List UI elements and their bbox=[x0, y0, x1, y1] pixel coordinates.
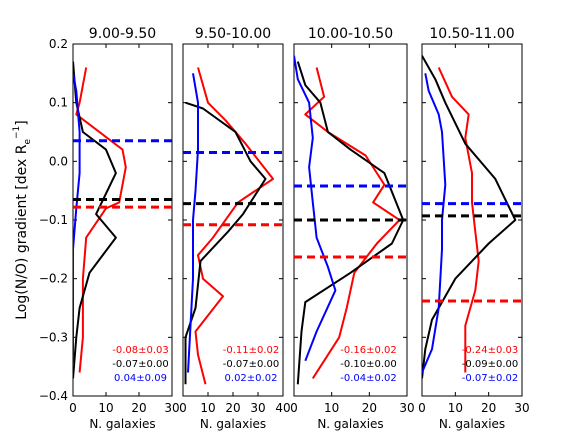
y-axis-label: Log(N/O) gradient [dex Re−1] bbox=[12, 120, 33, 320]
gradient-annotation: -0.09±0.00 bbox=[462, 359, 519, 370]
red-series-line bbox=[437, 67, 480, 373]
x-tick-label: 30 bbox=[164, 401, 179, 415]
blue-series-line bbox=[422, 73, 447, 373]
x-tick-label: 0 bbox=[179, 401, 187, 415]
x-axis-label: N. galaxies bbox=[439, 417, 505, 431]
y-tick-label: −0.3 bbox=[39, 330, 68, 344]
gradient-annotation: -0.04±0.02 bbox=[340, 373, 397, 384]
red-series-line bbox=[304, 67, 401, 379]
x-axis-label: N. galaxies bbox=[200, 417, 266, 431]
gradient-annotation: -0.11±0.02 bbox=[223, 345, 280, 356]
black-series-line bbox=[73, 61, 117, 379]
gradient-annotation: -0.24±0.03 bbox=[462, 345, 519, 356]
x-axis-label: N. galaxies bbox=[317, 417, 383, 431]
x-tick-label: 0 bbox=[69, 401, 77, 415]
panel-title: 10.00-10.50 bbox=[308, 26, 393, 42]
gradient-annotation: -0.07±0.02 bbox=[462, 373, 519, 384]
x-tick-label: 20 bbox=[131, 401, 146, 415]
y-tick-label: −0.1 bbox=[39, 213, 68, 227]
gradient-annotation: -0.10±0.00 bbox=[340, 359, 397, 370]
x-axis-label: N. galaxies bbox=[89, 417, 155, 431]
panel-2: 9.50-10.00 0 10 20 30 40 N. galaxies -0.11±0.02… bbox=[179, 26, 290, 431]
x-tick-label: 0 bbox=[290, 401, 298, 415]
x-tick-label: 30 bbox=[250, 401, 265, 415]
y-tick-label: 0.1 bbox=[49, 96, 68, 110]
y-tick-label: 0.0 bbox=[49, 154, 68, 168]
gradient-annotation: -0.07±0.00 bbox=[112, 359, 169, 370]
x-tick-label: 10 bbox=[448, 401, 463, 415]
black-series-line bbox=[296, 61, 405, 385]
panel-1: 9.00-9.50 0 10 20 30 0.2 0.1 0.0 −0.1 −0.2 −0.3 −0.… bbox=[39, 26, 180, 431]
svg-text:Log(N/O) gradient [dex Re−1]: Log(N/O) gradient [dex Re−1] bbox=[12, 120, 33, 320]
panel-4: 10.50-11.00 0 10 20 30 N. galaxies -0.24±0.03 -… bbox=[418, 26, 529, 431]
panel-title: 9.50-10.00 bbox=[195, 26, 271, 42]
gradient-annotation: 0.04±0.09 bbox=[114, 373, 167, 384]
x-tick-label: 30 bbox=[514, 401, 529, 415]
panel-3: 10.00-10.50 0 10 20 30 N. galaxies -0.16±0.02 -… bbox=[290, 26, 414, 431]
black-series-line bbox=[184, 101, 267, 385]
gradient-annotation: -0.16±0.02 bbox=[340, 345, 397, 356]
x-tick-label: 20 bbox=[481, 401, 496, 415]
x-tick-label: 10 bbox=[200, 401, 215, 415]
blue-series-line bbox=[294, 55, 337, 362]
blue-series-line bbox=[187, 73, 199, 373]
gradient-annotation: -0.07±0.00 bbox=[223, 359, 280, 370]
y-tick-label: 0.2 bbox=[49, 37, 68, 51]
gradient-annotation: 0.02±0.02 bbox=[225, 373, 278, 384]
y-tick-label: −0.2 bbox=[39, 272, 68, 286]
x-tick-label: 0 bbox=[418, 401, 426, 415]
panel-title: 9.00-9.50 bbox=[89, 26, 156, 42]
x-tick-label: 40 bbox=[275, 401, 290, 415]
x-tick-label: 20 bbox=[225, 401, 240, 415]
plot-frame bbox=[421, 43, 523, 397]
red-series-line bbox=[194, 67, 274, 385]
black-series-line bbox=[422, 55, 517, 379]
x-tick-label: 10 bbox=[98, 401, 113, 415]
panel-title: 10.50-11.00 bbox=[429, 26, 514, 42]
y-tick-label: −0.4 bbox=[39, 389, 68, 403]
gradient-annotation: -0.08±0.03 bbox=[112, 345, 169, 356]
plot-frame bbox=[72, 43, 173, 397]
blue-series-line bbox=[73, 73, 81, 367]
x-tick-label: 20 bbox=[362, 401, 377, 415]
x-tick-label: 30 bbox=[399, 401, 414, 415]
x-tick-label: 10 bbox=[324, 401, 339, 415]
